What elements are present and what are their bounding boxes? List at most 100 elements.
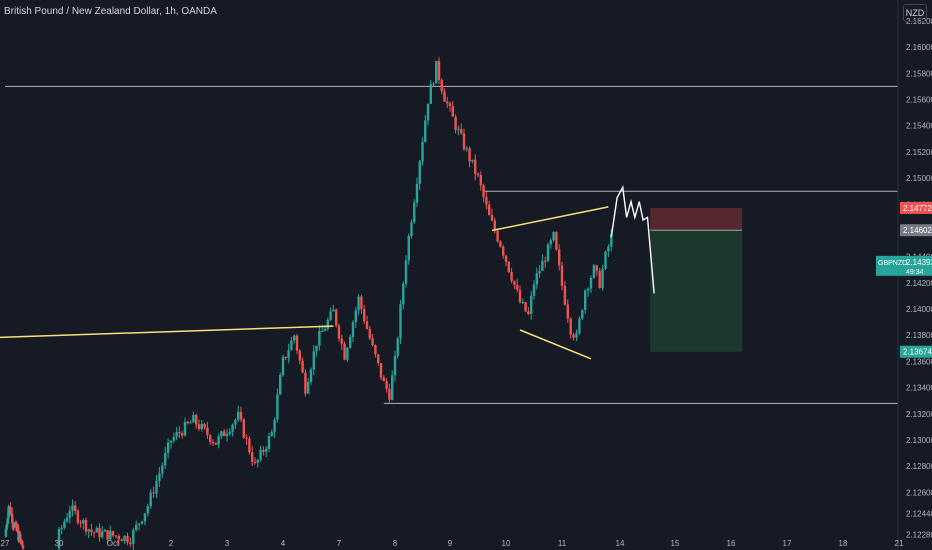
candle-body-214 [601, 268, 604, 288]
candle-body-164 [460, 129, 463, 134]
time-axis[interactable]: 27 30 Oct 2 3 4 7 8 9 10 11 14 15 16 17 18 21 [1, 539, 904, 548]
candle-body-187 [524, 302, 527, 312]
candle-body-32 [90, 529, 93, 533]
candle-body-93 [262, 449, 265, 452]
x-tick-label-1: 30 [55, 539, 64, 548]
candle-body-25 [71, 505, 74, 511]
candle-body-186 [521, 302, 524, 304]
candle-body-112 [315, 345, 318, 352]
candle-body-10 [13, 524, 17, 527]
candle-body-201 [563, 285, 567, 305]
candle-body-42 [117, 536, 120, 540]
candle-body-199 [558, 249, 561, 266]
candle-body-29 [82, 520, 85, 524]
candle-body-130 [365, 321, 369, 329]
candle-body-118 [332, 309, 335, 312]
candle-body-216 [607, 246, 610, 252]
candle-body-59 [166, 442, 170, 453]
x-tick-label-0: 27 [1, 539, 10, 548]
candle-body-154 [432, 83, 435, 85]
candle-body-108 [304, 372, 307, 394]
x-tick-label-11: 14 [616, 539, 625, 548]
y-tick-label-18: 2.12600 [906, 488, 932, 497]
candle-body-62 [175, 432, 178, 437]
candle-body-18 [20, 540, 24, 546]
candle-body-106 [298, 350, 301, 361]
candle-body-70 [197, 424, 201, 430]
y-tick-label-11: 2.14000 [906, 305, 932, 314]
candle-body-71 [200, 423, 203, 430]
candle-body-209 [586, 288, 590, 291]
candle-body-23 [65, 517, 69, 522]
candle-body-116 [326, 320, 329, 329]
candle-body-47 [132, 529, 135, 545]
candle-body-180 [504, 255, 508, 262]
x-tick-label-8: 9 [448, 539, 453, 548]
candle-body-41 [114, 535, 118, 537]
candle-body-121 [340, 338, 343, 344]
candle-body-1 [5, 524, 8, 530]
candle-body-185 [518, 289, 522, 303]
candle-body-135 [379, 362, 383, 378]
candle-body-104 [293, 335, 296, 341]
candle-body-184 [516, 284, 519, 290]
candle-body-151 [424, 120, 427, 142]
candle-body-208 [584, 290, 587, 310]
y-tick-label-13: 2.13600 [906, 357, 932, 366]
x-tick-label-12: 15 [671, 539, 680, 548]
candle-body-170 [476, 173, 480, 176]
candle-body-140 [393, 355, 397, 376]
candle-body-36 [101, 531, 104, 538]
candle-body-69 [195, 414, 198, 425]
candle-body-35 [98, 527, 101, 538]
price-tag-target-value: 2.13674 [903, 348, 932, 357]
candle-body-143 [402, 283, 405, 305]
candle-body-54 [152, 492, 155, 494]
candle-body-45 [126, 535, 129, 543]
candle-body-2 [6, 518, 9, 525]
candle-body-213 [598, 270, 601, 288]
candle-body-191 [535, 273, 538, 285]
candle-body-81 [228, 431, 231, 434]
candle-body-141 [396, 338, 399, 356]
candle-body-0 [4, 529, 8, 537]
candle-body-68 [192, 414, 195, 423]
candle-body-168 [471, 159, 474, 162]
candle-body-165 [462, 133, 466, 150]
candle-body-28 [79, 522, 82, 524]
x-tick-label-5: 4 [281, 539, 286, 548]
candle-body-124 [349, 336, 352, 348]
candle-body-206 [578, 318, 581, 334]
currency-button[interactable]: NZD [903, 4, 927, 22]
candle-body-3 [7, 506, 10, 519]
candle-body-166 [465, 148, 468, 150]
candle-body-114 [321, 330, 324, 332]
candles [4, 57, 613, 550]
candle-body-17 [20, 539, 23, 541]
candle-body-142 [399, 304, 402, 339]
candle-body-198 [555, 232, 558, 250]
candle-body-129 [363, 308, 366, 322]
candle-body-211 [592, 265, 596, 279]
candle-body-26 [74, 505, 77, 512]
candle-body-63 [178, 432, 181, 434]
candle-body-73 [206, 427, 209, 436]
candle-body-146 [410, 222, 413, 236]
candle-body-44 [123, 535, 126, 542]
take-profit-zone [650, 230, 743, 352]
candle-body-120 [337, 325, 341, 339]
candle-body-117 [329, 311, 332, 321]
candle-body-46 [129, 542, 132, 545]
y-tick-label-3: 2.15600 [906, 96, 932, 105]
candle-body-119 [335, 309, 338, 326]
candle-body-58 [164, 452, 167, 466]
candle-body-101 [284, 356, 287, 358]
x-tick-label-3: 2 [169, 539, 174, 548]
candle-body-21 [60, 527, 63, 529]
candle-body-152 [426, 103, 430, 121]
candle-body-144 [404, 260, 408, 284]
candle-body-80 [225, 433, 229, 437]
candle-body-134 [377, 354, 380, 363]
candle-body-156 [437, 60, 441, 81]
